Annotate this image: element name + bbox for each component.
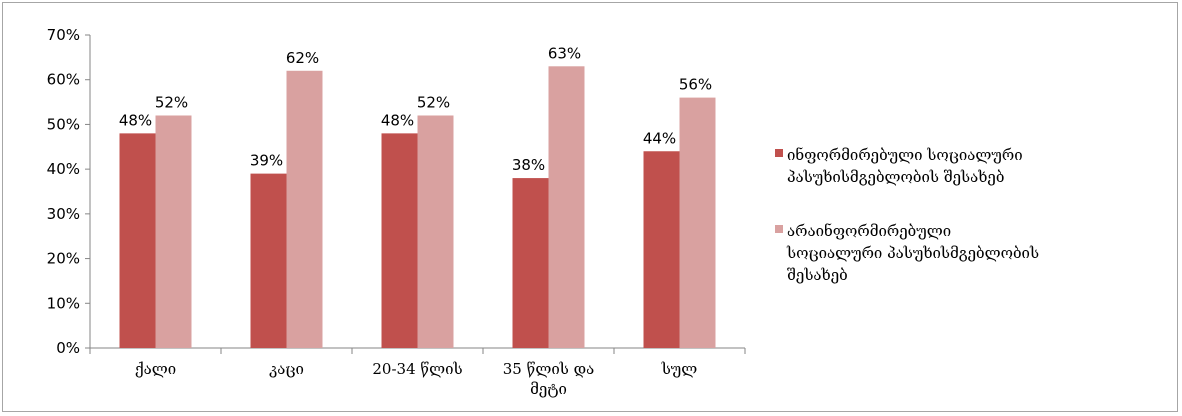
x-category-label-line: 35 წლის და (503, 360, 594, 378)
y-tick-label: 60% (47, 71, 80, 89)
y-tick-label: 40% (47, 160, 80, 178)
legend-entry: ინფორმირებული სოციალური პასუხისმგებლობის … (787, 146, 1023, 186)
legend-entry-line: არაინფორმირებული (787, 222, 951, 240)
data-label: 39% (250, 152, 283, 170)
bar (548, 66, 585, 349)
x-category-label-line: მეტი (530, 380, 567, 398)
chart-axes: 0% 10% 20% 30% 40% 50% 60% 70% ქალი კაცი 20-34 წლი… (47, 26, 746, 398)
legend-entry: არაინფორმირებული სოციალური პასუხისმგებლობ… (786, 222, 1039, 284)
y-tick-label: 20% (47, 250, 80, 268)
data-label: 52% (417, 93, 450, 111)
data-label: 48% (119, 111, 152, 129)
bar (250, 173, 287, 348)
legend-swatch (775, 225, 783, 233)
chart-bars (119, 66, 716, 349)
legend-entry-line: ინფორმირებული სოციალური (787, 146, 1023, 164)
x-category-label: 35 წლის და მეტი (503, 360, 594, 398)
data-label: 52% (155, 93, 188, 111)
chart-legend: ინფორმირებული სოციალური პასუხისმგებლობის … (775, 146, 1039, 284)
x-category-label-line: კაცი (269, 360, 304, 378)
bar (512, 178, 549, 348)
data-label: 62% (286, 49, 319, 67)
bar (381, 133, 418, 348)
bar (679, 97, 716, 348)
legend-entry-line: პასუხისმგებლობის შესახებ (787, 168, 1004, 186)
bar (643, 151, 680, 348)
data-label: 44% (643, 129, 676, 147)
y-tick-label: 70% (47, 26, 80, 44)
y-tick-label: 30% (47, 205, 80, 223)
x-category-label-line: 20-34 წლის (372, 360, 462, 378)
legend-entry-line: სოციალური პასუხისმგებლობის (786, 244, 1039, 262)
bar (155, 115, 192, 348)
y-tick-label: 0% (56, 339, 80, 357)
x-category-label: 20-34 წლის (372, 360, 462, 378)
bar (417, 115, 454, 348)
x-category-label-line: სულ (661, 360, 698, 378)
y-tick-label: 50% (47, 115, 80, 133)
data-label: 38% (512, 156, 545, 174)
data-label: 56% (679, 76, 712, 94)
x-category-label-line: ქალი (135, 360, 176, 378)
bar (119, 133, 156, 348)
y-tick-label: 10% (47, 294, 80, 312)
bar (286, 70, 323, 349)
legend-entry-line: შესახებ (787, 266, 848, 284)
x-category-label: კაცი (269, 360, 304, 378)
legend-swatch (775, 149, 783, 157)
x-category-label: სულ (661, 360, 698, 378)
x-category-label: ქალი (135, 360, 176, 378)
chart-data-labels: 48%52%39%62%48%52%38%63%44%56% (119, 44, 712, 174)
data-label: 63% (548, 44, 581, 62)
data-label: 48% (381, 111, 414, 129)
